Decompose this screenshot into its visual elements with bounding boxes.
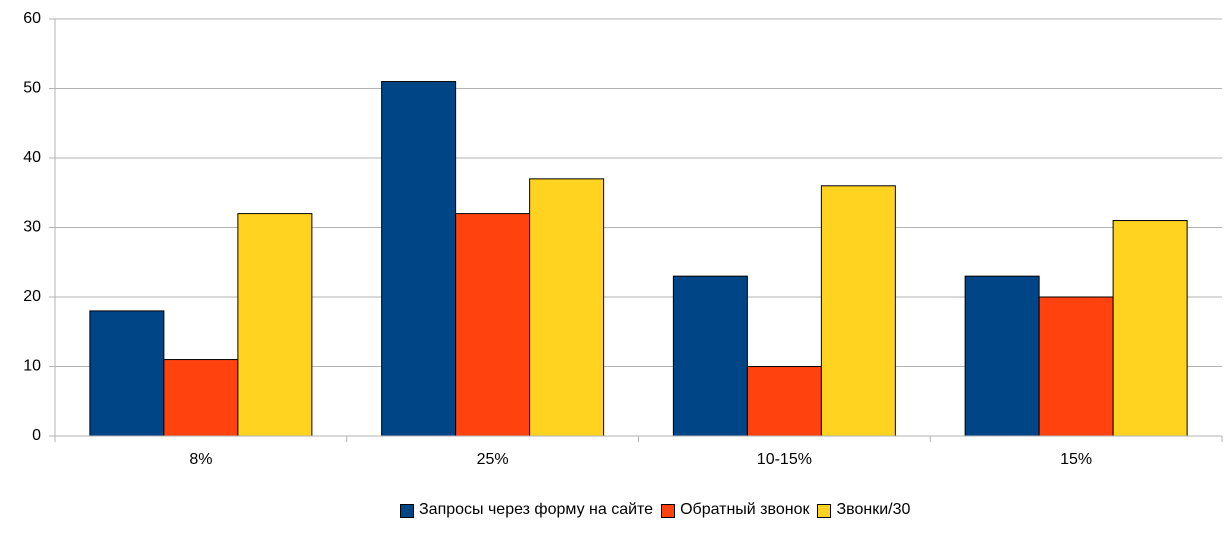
legend: Запросы через форму на сайте Обратный зво… (400, 500, 918, 520)
bar (237, 213, 313, 437)
y-tick-label: 50 (23, 80, 41, 97)
bar (746, 366, 822, 437)
x-tick-label: 25% (477, 451, 509, 468)
bar (381, 81, 457, 437)
legend-swatch (661, 504, 676, 518)
x-tick-label: 15% (1060, 451, 1092, 468)
bar (89, 310, 165, 437)
bar (455, 213, 531, 437)
x-tick-label: 8% (189, 451, 212, 468)
legend-label: Запросы через форму на сайте (419, 501, 654, 518)
legend-item: Обратный звонок (661, 500, 809, 520)
y-tick-label: 0 (32, 427, 41, 444)
bar (820, 185, 896, 437)
y-tick-label: 30 (23, 219, 41, 236)
legend-item: Звонки/30 (817, 500, 910, 520)
y-tick-label: 60 (23, 10, 41, 27)
legend-swatch (400, 504, 414, 518)
bar (964, 275, 1040, 437)
bar (529, 178, 605, 437)
legend-swatch (817, 504, 832, 518)
legend-label: Звонки/30 (836, 501, 911, 518)
x-tick-label: 10-15% (757, 451, 812, 468)
y-tick-label: 20 (23, 288, 41, 305)
y-tick-label: 40 (23, 149, 41, 166)
bar (1038, 296, 1114, 437)
legend-label: Обратный звонок (680, 501, 810, 518)
y-tick-label: 10 (23, 358, 41, 375)
bar (672, 275, 748, 437)
legend-item: Запросы через форму на сайте (400, 500, 653, 520)
bar (1112, 220, 1188, 437)
bar (163, 359, 239, 437)
